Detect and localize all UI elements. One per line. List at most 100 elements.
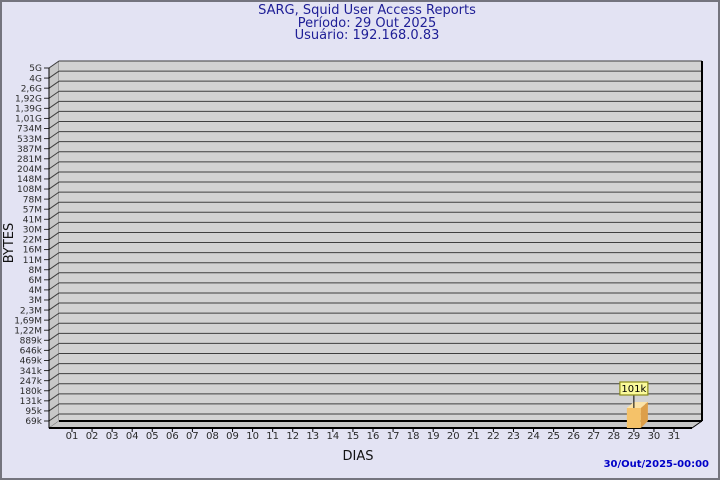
report-period: Período: 29 Out 2025 — [297, 15, 437, 31]
grid-line-connector — [48, 393, 60, 402]
chart-side-wall — [48, 60, 60, 429]
grid-line-connector — [48, 221, 60, 230]
y-tick-label: 889k — [20, 337, 43, 347]
grid-line-connector — [48, 201, 60, 210]
grid-line-connector — [48, 232, 60, 240]
y-tick-label: 5G — [29, 64, 42, 74]
grid-line-connector — [48, 151, 60, 160]
y-tick-label: 108M — [17, 185, 42, 195]
x-tick-label: 26 — [567, 431, 580, 442]
y-tick-label: 646k — [20, 347, 43, 357]
y-tick-label: 148M — [17, 175, 42, 185]
y-tick-label: 57M — [23, 205, 42, 215]
x-tick-label: 15 — [347, 431, 360, 442]
grid-line-connector — [48, 80, 60, 89]
grid-line-connector — [48, 252, 60, 261]
x-tick-label: 08 — [206, 431, 219, 442]
grid-line-connector — [48, 413, 60, 422]
y-tick-label: 6M — [29, 276, 43, 286]
report-title: SARG, Squid User Access Reports — [258, 3, 476, 18]
y-tick-label: 8M — [29, 266, 43, 276]
y-tick-label: 95k — [25, 407, 42, 417]
x-tick-label: 14 — [327, 431, 340, 442]
grid-line-connector — [48, 171, 60, 180]
y-tick-label: 4M — [29, 286, 43, 296]
y-tick-label: 533M — [17, 135, 42, 145]
grid-line-connector — [48, 70, 60, 79]
grid-line-connector — [48, 403, 60, 412]
x-tick-label: 10 — [246, 431, 259, 442]
x-tick-label: 21 — [467, 431, 480, 442]
grid-line-connector — [48, 373, 60, 382]
y-tick-label: 180k — [20, 387, 43, 397]
y-tick-label: 469k — [20, 357, 43, 367]
x-tick-label: 28 — [607, 431, 620, 442]
x-tick-label: 29 — [628, 431, 641, 442]
grid-line-connector — [48, 272, 60, 281]
x-tick-label: 05 — [146, 431, 159, 442]
grid-line-connector — [48, 131, 60, 140]
grid-line-connector — [48, 363, 60, 371]
x-tick-label: 03 — [106, 431, 119, 442]
x-tick-label: 17 — [387, 431, 400, 442]
y-tick-label: 4G — [29, 74, 42, 84]
y-tick-label: 1,39G — [15, 105, 42, 115]
chart-floor — [49, 421, 702, 428]
annotation-value: 101k — [621, 384, 646, 395]
y-tick-label: 1,22M — [14, 326, 42, 336]
grid-line-connector — [48, 191, 60, 200]
grid-line-connector — [48, 342, 60, 351]
report-user: Usuário: 192.168.0.83 — [294, 28, 440, 43]
grid-line-connector — [48, 161, 60, 170]
grid-line-connector — [48, 292, 60, 301]
x-tick-label: 06 — [166, 431, 179, 442]
x-tick-label: 02 — [86, 431, 99, 442]
x-tick-label: 30 — [648, 431, 661, 442]
x-tick-label: 20 — [447, 431, 460, 442]
y-tick-label: 734M — [17, 125, 42, 135]
report-header: SARG, Squid User Access Reports Período:… — [258, 3, 476, 43]
x-tick-label: 25 — [547, 431, 560, 442]
y-tick-label: 341k — [20, 367, 43, 377]
x-tick-label: 04 — [126, 431, 139, 442]
grid-line-connector — [48, 242, 60, 250]
floor-right-edge — [691, 420, 703, 429]
x-tick-label: 31 — [668, 431, 681, 442]
grid-line-connector — [48, 60, 60, 69]
grid-line-connector — [48, 262, 60, 271]
grid-line-connector — [48, 353, 60, 361]
y-tick-label: 3M — [29, 296, 43, 306]
x-tick-label: 07 — [186, 431, 199, 442]
grid-line-connector — [48, 383, 60, 392]
y-tick-label: 281M — [17, 155, 42, 165]
y-axis-title: BYTES — [2, 223, 17, 264]
y-tick-label: 30M — [23, 226, 42, 236]
x-tick-label: 18 — [407, 431, 420, 442]
x-tick-label: 19 — [427, 431, 440, 442]
y-tick-label: 2,6G — [21, 84, 42, 94]
x-tick-label: 23 — [507, 431, 520, 442]
generation-timestamp: 30/Out/2025-00:00 — [603, 459, 709, 470]
x-tick-label: 16 — [367, 431, 380, 442]
x-tick-label: 11 — [266, 431, 279, 442]
grid-line-connector — [48, 211, 60, 220]
x-tick-label: 12 — [286, 431, 299, 442]
y-tick-label: 1,69M — [14, 316, 42, 326]
y-tick-label: 1,92G — [15, 94, 42, 104]
grid-line-connector — [48, 90, 60, 99]
y-tick-label: 16M — [23, 246, 42, 256]
grid-line-connector — [48, 141, 60, 150]
grid-line-connector — [48, 332, 60, 341]
grid-line-connector — [48, 181, 60, 190]
y-tick-label: 69k — [25, 417, 42, 427]
y-tick-label: 2,3M — [20, 306, 42, 316]
grid-line-connector — [48, 312, 60, 321]
y-tick-label: 41M — [23, 215, 42, 225]
annotation-box — [619, 381, 649, 396]
grid-line-connector — [48, 121, 60, 129]
x-axis-title: DIAS — [343, 449, 374, 464]
y-tick-label: 247k — [20, 377, 43, 387]
y-tick-label: 11M — [23, 256, 42, 266]
